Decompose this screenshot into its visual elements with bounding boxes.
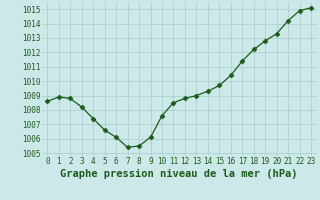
X-axis label: Graphe pression niveau de la mer (hPa): Graphe pression niveau de la mer (hPa): [60, 169, 298, 179]
